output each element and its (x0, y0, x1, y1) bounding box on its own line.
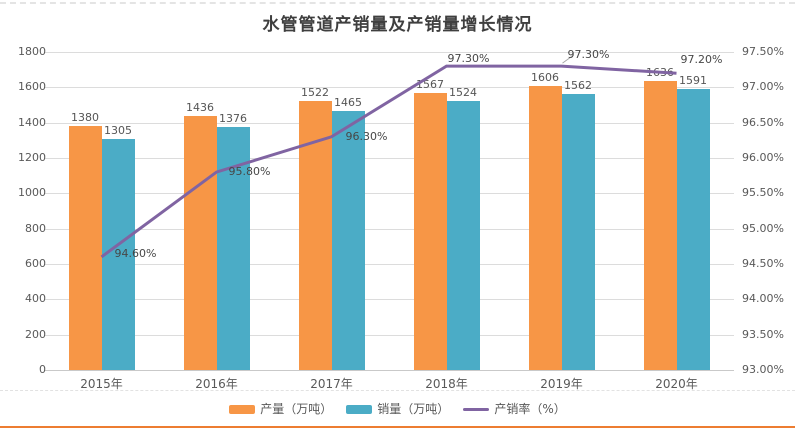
production-bar (68, 126, 102, 370)
rate-line (100, 64, 677, 259)
rate-point-label: 97.20% (680, 53, 723, 67)
legend-item: 销量（万吨） (346, 402, 449, 416)
y-axis-tick-left: 1600 (18, 80, 46, 94)
rate-point-label: 97.30% (567, 48, 610, 62)
rate-point-label: 95.80% (228, 165, 271, 179)
sales-bar-label: 1376 (219, 111, 247, 125)
gridline (44, 370, 734, 371)
legend-item: 产销率（%） (463, 402, 566, 416)
gridline (44, 122, 734, 124)
rate-line-series (100, 54, 677, 259)
legend: 产量（万吨） 销量（万吨） 产销率（%） (0, 399, 795, 419)
y-axis-tick-right: 94.50% (742, 257, 784, 270)
top-dashed-border (0, 2, 795, 4)
gridline (44, 193, 734, 195)
production-bar-label: 1436 (186, 101, 214, 115)
y-axis-tick-left: 0 (39, 363, 46, 376)
production-bar (413, 93, 447, 370)
rate-point-label: 96.30% (345, 129, 388, 143)
x-axis-label: 2020年 (655, 377, 698, 391)
sales-bar-label: 1465 (334, 96, 362, 110)
sales-bar (676, 88, 710, 370)
production-bar-label: 1380 (71, 111, 99, 125)
production-bar (183, 116, 217, 370)
y-axis-tick-left: 200 (25, 327, 46, 341)
gridline (44, 52, 734, 53)
y-axis-tick-right: 93.00% (742, 363, 784, 376)
gridline (44, 158, 734, 159)
y-axis-tick-right: 94.00% (742, 292, 784, 306)
production-bar (643, 81, 677, 370)
gridline (44, 299, 734, 301)
y-axis-tick-right: 93.50% (742, 327, 784, 341)
y-axis-tick-left: 1200 (18, 151, 46, 164)
sales-bar (331, 111, 365, 370)
gridline (44, 334, 734, 336)
sales-bar-label: 1305 (104, 124, 132, 138)
y-axis-tick-right: 96.50% (742, 115, 784, 129)
y-axis-tick-left: 800 (25, 221, 46, 235)
rate-point-label: 94.60% (114, 246, 157, 260)
y-axis-tick-right: 97.50% (742, 45, 784, 58)
bottom-orange-rule (0, 426, 795, 428)
gridline (44, 87, 734, 89)
production-bar-label: 1522 (301, 86, 329, 100)
y-axis-tick-left: 1400 (18, 115, 46, 129)
y-axis-tick-left: 600 (25, 257, 46, 270)
label-leader-line (562, 54, 574, 64)
legend-label: 产量（万吨） (260, 402, 333, 416)
y-axis-tick-left: 1800 (18, 45, 46, 58)
sales-bar-label: 1524 (449, 85, 477, 99)
y-axis-tick-right: 96.00% (742, 151, 784, 164)
y-axis-tick-left: 400 (25, 292, 46, 306)
legend-item: 产量（万吨） (229, 402, 332, 416)
gridline (44, 264, 734, 265)
chart-title: 水管管道产销量及产销量增长情况 (262, 15, 533, 35)
production-bar (528, 86, 562, 370)
x-axis-label: 2016年 (195, 377, 238, 391)
legend-bar-swatch (229, 404, 256, 414)
x-axis-label: 2019年 (540, 377, 583, 391)
sales-bar-label: 1562 (564, 79, 592, 92)
y-axis-tick-right: 95.50% (742, 186, 784, 200)
gridline (44, 228, 734, 230)
y-axis-tick-right: 97.00% (742, 80, 784, 94)
sales-bar-label: 1591 (679, 73, 707, 87)
legend-label: 销量（万吨） (377, 402, 450, 416)
legend-label: 产销率（%） (494, 402, 566, 416)
sales-bar (561, 94, 595, 370)
y-axis-tick-right: 95.00% (742, 221, 784, 235)
rate-point-label: 97.30% (447, 52, 490, 66)
y-axis-tick-left: 1000 (18, 186, 46, 200)
x-axis-label: 2018年 (425, 377, 468, 391)
sales-bar (446, 100, 480, 370)
x-axis-label: 2015年 (80, 377, 123, 391)
x-axis-label: 2017年 (310, 377, 353, 391)
legend-line-swatch (463, 407, 490, 411)
legend-bar-swatch (346, 404, 373, 414)
production-bar-label: 1606 (531, 71, 559, 85)
legend-separator-dashed-line (0, 390, 795, 391)
